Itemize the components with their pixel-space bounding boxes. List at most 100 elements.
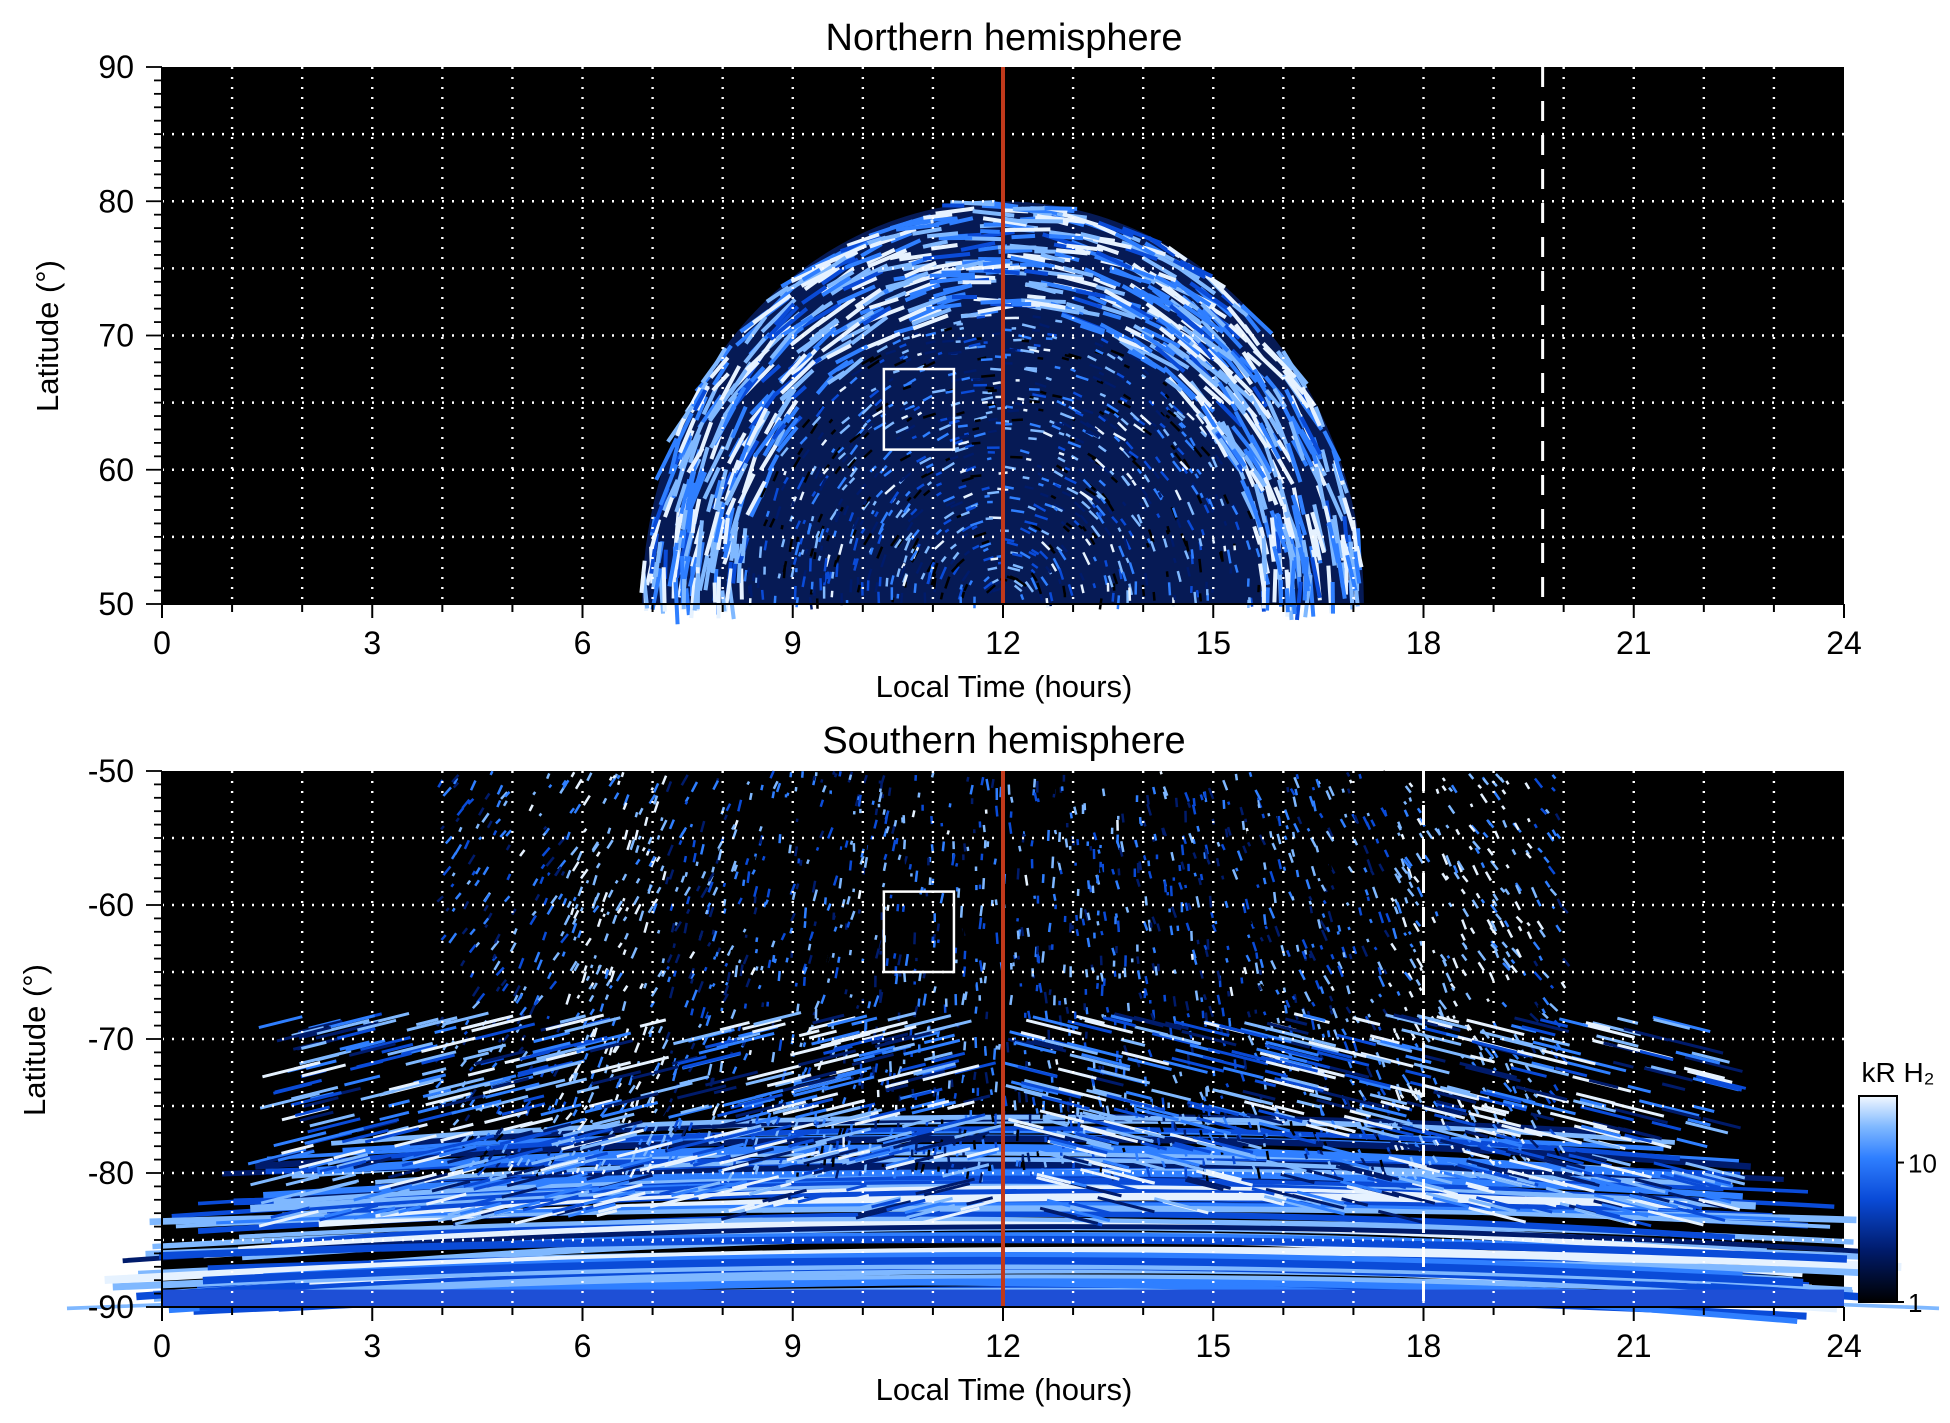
emission-streak (302, 1179, 360, 1197)
emission-streak (981, 1139, 986, 1150)
emission-streak (1080, 232, 1100, 241)
emission-streak (590, 982, 595, 987)
emission-streak (1456, 860, 1465, 871)
emission-streak (1127, 349, 1158, 370)
emission-streak (673, 1149, 681, 1162)
emission-streak (780, 446, 789, 457)
emission-streak (1092, 832, 1098, 841)
emission-streak (1179, 460, 1189, 471)
emission-streak (1322, 1198, 1347, 1208)
emission-streak (826, 903, 832, 911)
emission-streak (1021, 1158, 1026, 1171)
emission-streak (518, 1046, 524, 1053)
emission-streak (1139, 485, 1149, 497)
emission-streak (460, 1196, 496, 1209)
emission-streak (1284, 1017, 1308, 1026)
emission-streak (622, 916, 628, 922)
emission-streak (684, 1054, 690, 1060)
emission-streak (650, 986, 659, 997)
emission-streak (1092, 556, 1098, 562)
emission-streak (1294, 788, 1299, 796)
emission-streak (778, 1039, 783, 1052)
emission-streak (873, 472, 879, 479)
emission-streak (1250, 1162, 1258, 1175)
emission-streak (517, 888, 523, 894)
emission-streak (878, 576, 882, 587)
emission-streak (752, 419, 783, 458)
emission-streak (887, 509, 894, 517)
emission-streak (518, 1103, 523, 1109)
emission-streak (713, 1037, 718, 1045)
emission-streak (811, 1092, 839, 1102)
emission-streak (1524, 1196, 1557, 1208)
emission-streak (961, 570, 971, 582)
emission-streak (768, 980, 773, 986)
emission-streak (1544, 880, 1551, 888)
emission-streak (1162, 381, 1168, 387)
emission-streak (1326, 1030, 1331, 1038)
emission-streak (712, 956, 717, 960)
emission-streak (857, 909, 861, 914)
emission-streak (1199, 794, 1204, 801)
emission-streak (1558, 1144, 1565, 1153)
emission-streak (639, 983, 644, 990)
emission-streak (1286, 1198, 1345, 1216)
emission-streak (1505, 974, 1510, 981)
northern-overlays (882, 67, 1545, 604)
emission-streak (807, 943, 812, 951)
emission-streak (440, 825, 445, 831)
emission-streak (1081, 1053, 1131, 1069)
emission-streak (1691, 1051, 1730, 1064)
emission-streak (1242, 1089, 1276, 1101)
emission-streak (548, 914, 553, 920)
emission-streak (800, 549, 805, 556)
emission-streak (1057, 274, 1085, 282)
emission-streak (1349, 1078, 1355, 1086)
emission-streak (771, 422, 787, 440)
emission-streak (1021, 323, 1036, 330)
emission-streak (862, 499, 868, 506)
emission-streak (982, 962, 986, 970)
emission-streak (822, 935, 828, 947)
emission-streak (1135, 878, 1141, 887)
emission-streak (626, 839, 632, 851)
emission-streak (1249, 597, 1254, 607)
emission-streak (654, 437, 679, 481)
emission-streak (625, 906, 630, 912)
emission-streak (913, 583, 917, 593)
emission-streak (952, 864, 957, 875)
emission-streak (1162, 791, 1168, 800)
emission-streak (301, 1063, 347, 1078)
emission-streak (1272, 387, 1288, 409)
emission-streak (833, 773, 838, 778)
emission-streak (812, 1011, 817, 1016)
emission-streak (576, 1189, 636, 1208)
emission-streak (1477, 784, 1483, 789)
emission-streak (869, 1072, 874, 1077)
emission-streak (1526, 921, 1531, 927)
emission-streak (573, 936, 577, 941)
emission-streak (1256, 1123, 1261, 1133)
emission-streak (975, 982, 979, 992)
emission-streak (1442, 982, 1448, 993)
emission-streak (1536, 899, 1542, 907)
emission-streak (903, 855, 908, 865)
emission-streak (880, 232, 901, 242)
emission-streak (950, 1163, 955, 1168)
emission-streak (1009, 575, 1019, 581)
emission-streak (1028, 526, 1038, 533)
emission-streak (1031, 1096, 1036, 1106)
emission-streak (981, 374, 996, 378)
emission-streak (1053, 470, 1064, 478)
emission-streak (912, 226, 942, 236)
emission-streak (1075, 914, 1079, 921)
emission-streak (935, 482, 943, 487)
emission-streak (613, 1045, 620, 1054)
emission-streak (737, 897, 743, 905)
emission-streak (1106, 352, 1116, 360)
emission-streak (1203, 944, 1208, 951)
emission-streak (922, 360, 936, 369)
emission-streak (656, 834, 661, 840)
emission-streak (1503, 1164, 1508, 1169)
emission-streak (617, 780, 621, 786)
